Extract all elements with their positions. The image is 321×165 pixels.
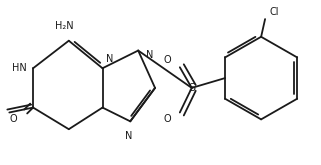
Text: Cl: Cl <box>269 7 279 17</box>
Text: N: N <box>107 54 114 64</box>
Text: O: O <box>163 114 171 124</box>
Text: O: O <box>163 55 171 65</box>
Text: HN: HN <box>13 63 27 73</box>
Text: O: O <box>10 114 17 124</box>
Text: H₂N: H₂N <box>55 21 73 31</box>
Text: N: N <box>146 50 153 60</box>
Text: S: S <box>188 83 195 93</box>
Text: N: N <box>125 131 132 141</box>
